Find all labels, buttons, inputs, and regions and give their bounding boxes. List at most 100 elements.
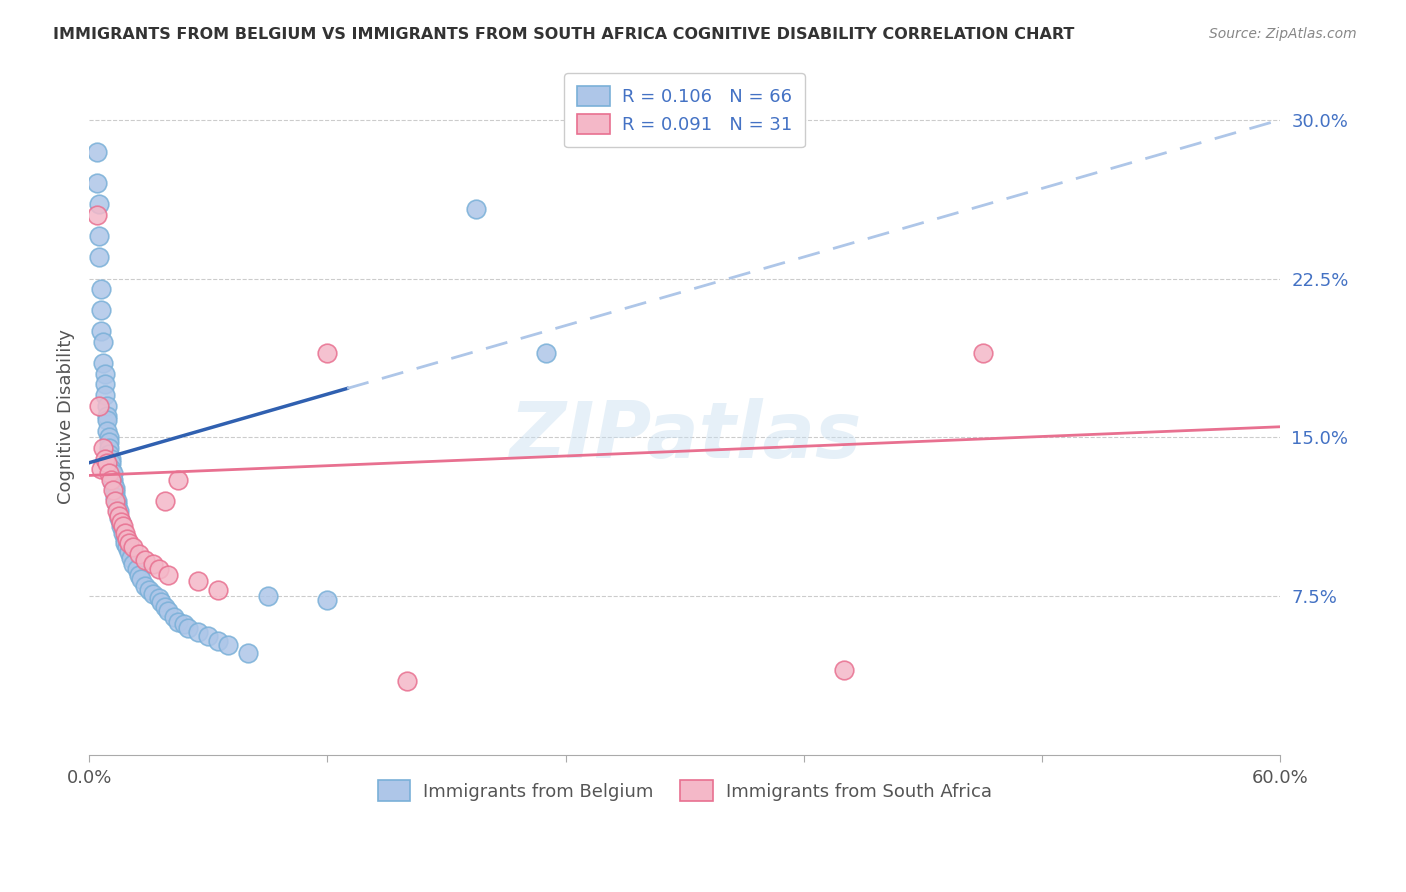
Point [316, 593, 339, 607]
Point [86, 176, 108, 190]
Text: ZIPatlas: ZIPatlas [509, 399, 860, 475]
Point [197, 629, 219, 643]
Point [163, 610, 186, 624]
Point [121, 541, 143, 555]
Point [134, 553, 156, 567]
Point [97, 467, 120, 481]
Point [94, 377, 117, 392]
Point [125, 561, 148, 575]
Point [157, 568, 180, 582]
Point [129, 572, 152, 586]
Point [104, 493, 127, 508]
Point [97, 441, 120, 455]
Point [118, 536, 141, 550]
Point [167, 473, 190, 487]
Point [97, 434, 120, 449]
Point [115, 541, 138, 555]
Point [96, 456, 118, 470]
Point [100, 456, 122, 470]
Point [153, 493, 176, 508]
Point [121, 558, 143, 572]
Point [110, 515, 132, 529]
Point [104, 490, 127, 504]
Point [105, 493, 128, 508]
Point [90, 282, 112, 296]
Point [134, 578, 156, 592]
Point [105, 498, 128, 512]
Point [96, 424, 118, 438]
Point [142, 558, 165, 572]
Point [90, 325, 112, 339]
Point [108, 508, 131, 523]
Point [148, 561, 170, 575]
Point [108, 504, 131, 518]
Point [91, 334, 114, 349]
Point [90, 462, 112, 476]
Point [128, 547, 150, 561]
Point [91, 356, 114, 370]
Point [97, 447, 120, 461]
Point [217, 638, 239, 652]
Point [187, 625, 209, 640]
Point [100, 451, 122, 466]
Point [148, 591, 170, 606]
Point [111, 519, 134, 533]
Point [114, 536, 136, 550]
Point [832, 663, 855, 677]
Point [87, 399, 110, 413]
Point [149, 595, 172, 609]
Point [101, 467, 124, 481]
Point [120, 551, 142, 566]
Point [101, 477, 124, 491]
Point [94, 367, 117, 381]
Point [100, 462, 122, 476]
Point [94, 388, 117, 402]
Point [142, 587, 165, 601]
Point [534, 345, 557, 359]
Point [101, 473, 124, 487]
Point [104, 485, 127, 500]
Point [96, 409, 118, 424]
Point [118, 544, 141, 558]
Point [114, 532, 136, 546]
Point [87, 229, 110, 244]
Y-axis label: Cognitive Disability: Cognitive Disability [58, 328, 75, 504]
Point [207, 582, 229, 597]
Point [86, 145, 108, 159]
Point [114, 525, 136, 540]
Point [101, 483, 124, 498]
Point [256, 589, 278, 603]
Point [395, 673, 418, 688]
Point [110, 515, 132, 529]
Point [187, 574, 209, 589]
Point [316, 345, 339, 359]
Point [87, 251, 110, 265]
Point [96, 399, 118, 413]
Point [173, 616, 195, 631]
Legend: Immigrants from Belgium, Immigrants from South Africa: Immigrants from Belgium, Immigrants from… [366, 767, 1004, 814]
Point [465, 202, 488, 216]
Point [110, 519, 132, 533]
Point [177, 621, 200, 635]
Point [115, 532, 138, 546]
Point [128, 568, 150, 582]
Point [138, 582, 160, 597]
Point [94, 451, 117, 466]
Point [972, 345, 994, 359]
Point [236, 646, 259, 660]
Point [90, 303, 112, 318]
Point [207, 633, 229, 648]
Point [153, 599, 176, 614]
Point [157, 604, 180, 618]
Text: IMMIGRANTS FROM BELGIUM VS IMMIGRANTS FROM SOUTH AFRICA COGNITIVE DISABILITY COR: IMMIGRANTS FROM BELGIUM VS IMMIGRANTS FR… [53, 27, 1074, 42]
Point [167, 615, 190, 629]
Point [86, 208, 108, 222]
Point [108, 510, 131, 524]
Point [96, 413, 118, 427]
Point [111, 525, 134, 540]
Text: Source: ZipAtlas.com: Source: ZipAtlas.com [1209, 27, 1357, 41]
Point [100, 473, 122, 487]
Point [105, 504, 128, 518]
Point [87, 197, 110, 211]
Point [104, 481, 127, 495]
